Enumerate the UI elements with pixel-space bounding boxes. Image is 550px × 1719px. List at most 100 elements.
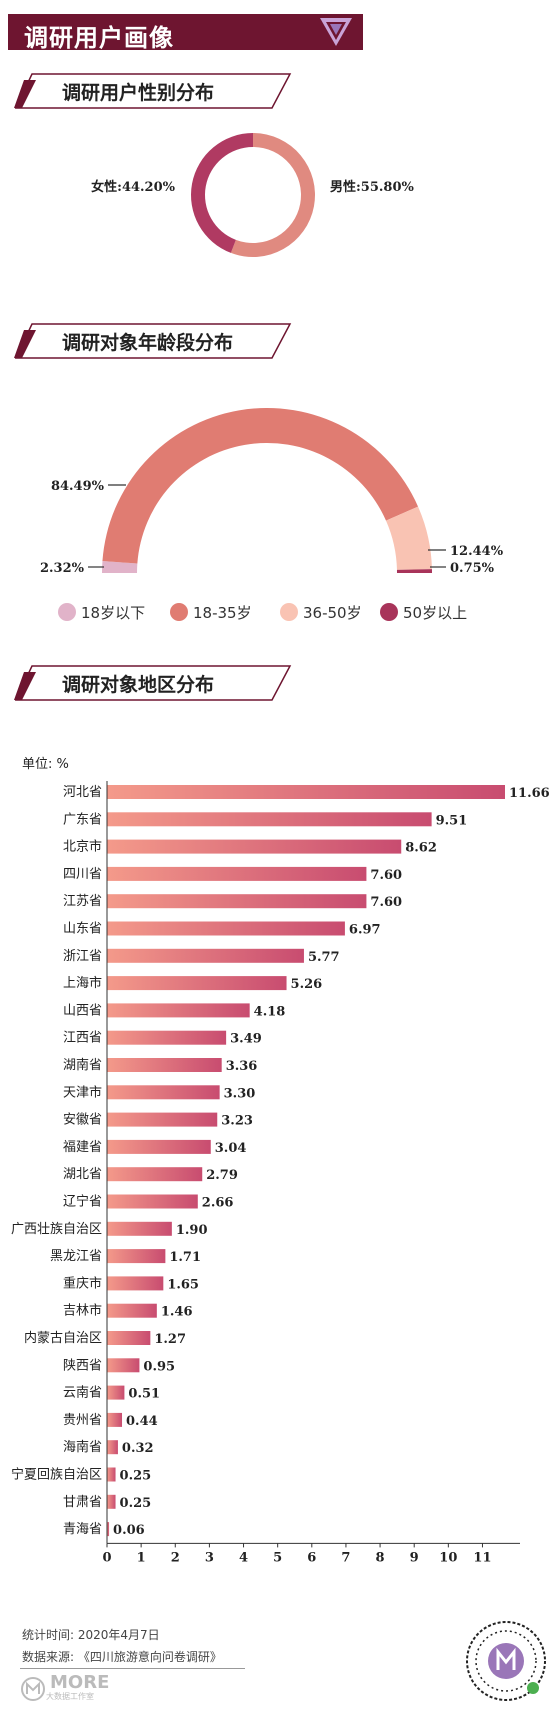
page-title: 调研用户画像 <box>24 23 174 52</box>
bar-category-label: 内蒙古自治区 <box>24 1330 102 1346</box>
bar-category-label: 江西省 <box>63 1031 102 1046</box>
section-title-text: 调研用户性别分布 <box>62 82 215 104</box>
brand-logo-icon <box>316 14 356 50</box>
bar-category-label: 云南省 <box>63 1385 102 1401</box>
bar <box>107 1003 250 1018</box>
legend-swatch <box>280 603 298 621</box>
bar-category-label: 山东省 <box>63 922 102 937</box>
bar-value-label: 7.60 <box>370 868 402 883</box>
x-tick-label: 5 <box>273 1550 282 1565</box>
header-bar: 调研用户画像 <box>8 14 363 52</box>
x-tick-label: 6 <box>307 1550 316 1565</box>
bar <box>107 812 432 827</box>
bar-value-label: 2.66 <box>202 1196 234 1211</box>
section-title-age: 调研对象年龄段分布 <box>14 322 294 362</box>
bar-value-label: 0.95 <box>143 1359 175 1374</box>
bar-value-label: 4.18 <box>254 1004 286 1019</box>
bar <box>107 1221 172 1236</box>
bar-category-label: 宁夏回族自治区 <box>11 1467 102 1483</box>
section-title-text: 调研对象年龄段分布 <box>62 332 234 354</box>
bar <box>107 948 304 963</box>
bar-category-label: 广东省 <box>63 812 102 827</box>
bar <box>107 1385 125 1400</box>
bar-value-label: 3.36 <box>226 1059 258 1074</box>
gender-donut-chart: 女性:44.20% 男性:55.80% <box>91 133 415 257</box>
bar <box>107 976 287 991</box>
legend-swatch <box>170 603 188 621</box>
age-slice-18-35 <box>102 408 419 564</box>
more-brand-text: MORE <box>50 1672 110 1693</box>
more-logo-icon <box>21 1676 45 1701</box>
bar-category-label: 陕西省 <box>63 1358 102 1373</box>
region-bar-chart: 单位: % 河北省 11.66 广东省 9.51 北京市 8.62 四川省 7.60 江苏省 7.… <box>11 757 550 1565</box>
age-slice-under18 <box>102 560 138 573</box>
bar-value-label: 0.32 <box>122 1441 154 1456</box>
bar-category-label: 江苏省 <box>63 893 102 909</box>
bar-value-label: 8.62 <box>405 841 437 856</box>
bar <box>107 1412 123 1427</box>
bar <box>107 894 367 909</box>
bar-category-label: 海南省 <box>63 1439 102 1455</box>
bar-category-label: 山西省 <box>63 1003 102 1018</box>
footer-source: 数据来源: 《四川旅游意向问卷调研》 <box>22 1650 222 1664</box>
bar-value-label: 1.90 <box>176 1223 208 1238</box>
x-tick-label: 8 <box>376 1550 385 1565</box>
section-title-gender: 调研用户性别分布 <box>14 72 294 112</box>
legend-swatch <box>58 603 76 621</box>
bar-value-label: 0.06 <box>113 1523 145 1538</box>
legend-text: 18岁以下 <box>81 603 146 622</box>
bar-value-label: 1.46 <box>161 1305 193 1320</box>
bar-value-label: 5.26 <box>291 977 323 992</box>
bar-category-label: 福建省 <box>63 1140 102 1155</box>
bar-category-label: 辽宁省 <box>63 1194 102 1210</box>
gender-slice-male <box>230 133 315 257</box>
bar-category-label: 浙江省 <box>63 949 102 964</box>
x-tick-label: 11 <box>473 1550 491 1565</box>
unit-label: 单位: % <box>22 757 69 772</box>
bar-value-label: 0.51 <box>128 1387 160 1402</box>
bar-category-label: 黑龙江省 <box>50 1249 102 1264</box>
bar <box>107 1440 118 1455</box>
bar <box>107 1522 110 1537</box>
gender-slice-female <box>191 133 253 253</box>
bar <box>107 1467 116 1482</box>
bar-value-label: 1.71 <box>169 1250 201 1265</box>
bar-value-label: 7.60 <box>370 895 402 910</box>
x-tick-label: 9 <box>410 1550 419 1565</box>
bar <box>107 839 402 854</box>
bar-value-label: 2.79 <box>206 1168 238 1183</box>
more-logo: MORE 大数据工作室 <box>20 1672 110 1702</box>
section-title-text: 调研对象地区分布 <box>62 674 215 696</box>
age-label-36-50: 12.44% <box>450 544 504 559</box>
bar-category-label: 安徽省 <box>63 1113 102 1128</box>
bar-value-label: 1.27 <box>154 1332 186 1347</box>
age-label-under18: 2.32% <box>40 561 85 576</box>
bar-value-label: 9.51 <box>436 813 468 828</box>
bar-value-label: 3.30 <box>224 1086 256 1101</box>
bar-category-label: 重庆市 <box>63 1275 102 1291</box>
x-tick-label: 10 <box>439 1550 457 1565</box>
legend-text: 36-50岁 <box>303 603 362 622</box>
bar-category-label: 北京市 <box>63 839 102 855</box>
x-tick-label: 7 <box>341 1550 350 1565</box>
bar <box>107 1331 151 1345</box>
qr-code-icon <box>465 1620 547 1702</box>
legend-text: 18-35岁 <box>193 603 252 622</box>
bar-value-label: 0.44 <box>126 1414 158 1429</box>
bar <box>107 1303 157 1318</box>
bar-category-label: 天津市 <box>63 1084 102 1100</box>
more-brand-sub: 大数据工作室 <box>46 1692 94 1701</box>
bar-value-label: 3.23 <box>221 1114 253 1129</box>
legend-text: 50岁以上 <box>403 603 468 622</box>
bar-category-label: 青海省 <box>63 1522 102 1537</box>
age-legend: 18岁以下 18-35岁 36-50岁 50岁以上 <box>58 600 498 624</box>
bar <box>107 1276 164 1291</box>
bar <box>107 1085 220 1100</box>
x-tick-label: 4 <box>239 1550 248 1565</box>
bar <box>107 921 345 936</box>
section-title-region: 调研对象地区分布 <box>14 664 294 704</box>
bar-value-label: 3.04 <box>215 1141 247 1156</box>
bar-value-label: 1.65 <box>167 1277 199 1292</box>
age-label-18-35: 84.49% <box>51 479 105 494</box>
x-tick-label: 0 <box>102 1550 111 1565</box>
